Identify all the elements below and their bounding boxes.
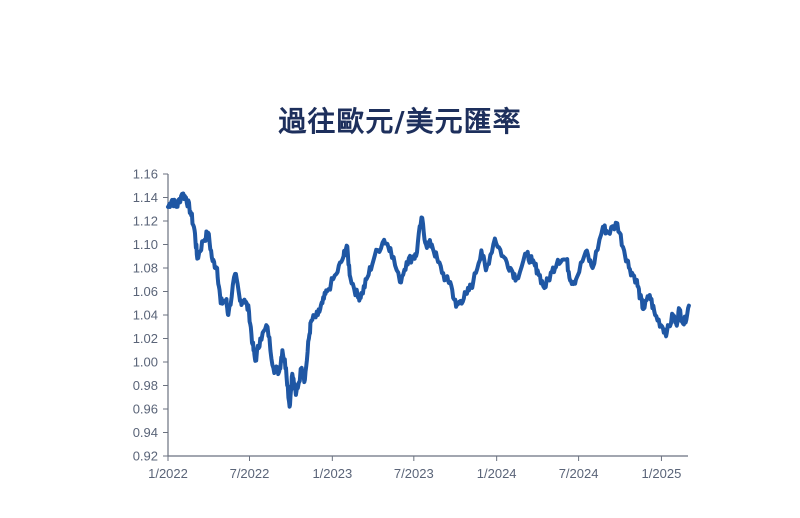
x-tick-label: 7/2023 [394,466,434,481]
x-tick-label: 1/2024 [477,466,517,481]
y-tick-label: 0.96 [133,402,158,417]
y-tick-label: 0.98 [133,378,158,393]
x-tick-label: 7/2024 [559,466,599,481]
x-tick-label: 1/2023 [312,466,352,481]
y-tick-label: 1.16 [133,167,158,182]
y-axis: 0.92 0.94 0.96 0.98 1.00 1.02 1.04 1.06 1.08 1.10… [133,167,169,464]
y-tick-label: 1.14 [133,190,158,205]
y-tick-label: 1.08 [133,261,158,276]
y-tick-label: 1.04 [133,308,158,323]
y-tick-label: 1.00 [133,355,158,370]
y-tick-label: 0.94 [133,425,158,440]
x-axis: 1/2022 7/2022 1/2023 7/2023 1/2024 7/2024 1/20… [148,455,688,481]
y-tick-label: 1.10 [133,237,158,252]
y-tick-label: 1.06 [133,284,158,299]
y-tick-label: 1.12 [133,214,158,229]
x-tick-label: 1/2022 [148,466,188,481]
series-line-eur-usd [166,191,691,409]
x-tick-label: 1/2025 [642,466,682,481]
chart-title: 過往歐元/美元匯率 [278,105,522,138]
plot-series [166,191,691,409]
y-tick-label: 1.02 [133,331,158,346]
y-tick-label: 0.92 [133,449,158,464]
x-tick-label: 7/2022 [230,466,270,481]
